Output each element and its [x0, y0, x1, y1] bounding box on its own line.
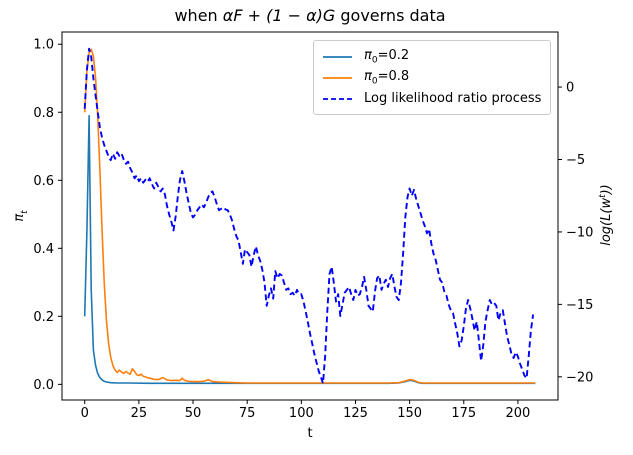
y-axis-label-left: πt [12, 210, 30, 221]
text-part: )) [599, 184, 615, 195]
y-tick-label-left: 0.2 [33, 310, 54, 325]
legend-item-label: π0=0.2 [364, 48, 409, 66]
x-tick-label: 100 [289, 406, 314, 421]
text-part: governs data [335, 6, 446, 25]
legend-swatch-line [323, 55, 352, 58]
legend-swatch-line [323, 76, 352, 79]
text-part: t [19, 210, 30, 214]
x-axis-label: t [307, 426, 313, 441]
x-tick-label: 25 [131, 406, 148, 421]
legend-item: Log likelihood ratio process [323, 88, 542, 109]
text-part: log(L(w [599, 197, 615, 246]
text-part: 0 [371, 55, 378, 66]
x-tick-label: 150 [397, 406, 422, 421]
y-tick-label-right: −15 [566, 298, 593, 313]
legend-item-label: Log likelihood ratio process [364, 91, 542, 106]
legend: π0=0.2 π0=0.8 Log likelihood ratio proce… [313, 40, 551, 115]
text-part: π [364, 47, 372, 63]
x-tick-label: 50 [185, 406, 202, 421]
text-part: 0 [371, 76, 378, 87]
text-part: αF + (1 − α)G [222, 6, 336, 25]
text-part: π [12, 213, 28, 222]
legend-item: π0=0.2 [323, 46, 540, 67]
x-tick-label: 75 [239, 406, 256, 421]
text-part: π [364, 68, 372, 84]
y-tick-label-right: 0 [566, 81, 574, 96]
y-tick-label-right: −5 [566, 153, 585, 168]
legend-item: π0=0.8 [323, 67, 540, 88]
series-line-0 [83, 114, 536, 385]
y-tick-label-left: 0.6 [33, 174, 54, 189]
series-line-1 [83, 48, 536, 384]
y-tick-label-left: 0.0 [33, 378, 54, 393]
x-tick-label: 175 [451, 406, 476, 421]
figure-title: when αF + (1 − α)G governs data [62, 6, 558, 25]
text-part: when [174, 6, 223, 25]
text-part: t [597, 194, 608, 198]
y-tick-label-left: 0.4 [33, 242, 54, 257]
text-part: =0.8 [377, 68, 410, 84]
y-tick-label-right: −10 [566, 225, 593, 240]
y-tick-label-right: −20 [566, 370, 593, 385]
x-tick-label: 125 [343, 406, 368, 421]
text-part: =0.2 [377, 47, 410, 63]
x-tick-label: 0 [81, 406, 89, 421]
y-axis-label-right: log(L(wt)) [598, 184, 614, 246]
legend-swatch-line [323, 97, 352, 100]
legend-item-label: π0=0.8 [364, 69, 409, 87]
plot-border [61, 31, 559, 401]
y-tick-label-left: 1.0 [33, 38, 54, 53]
y-tick-label-left: 0.8 [33, 106, 54, 121]
x-tick-label: 200 [506, 406, 531, 421]
